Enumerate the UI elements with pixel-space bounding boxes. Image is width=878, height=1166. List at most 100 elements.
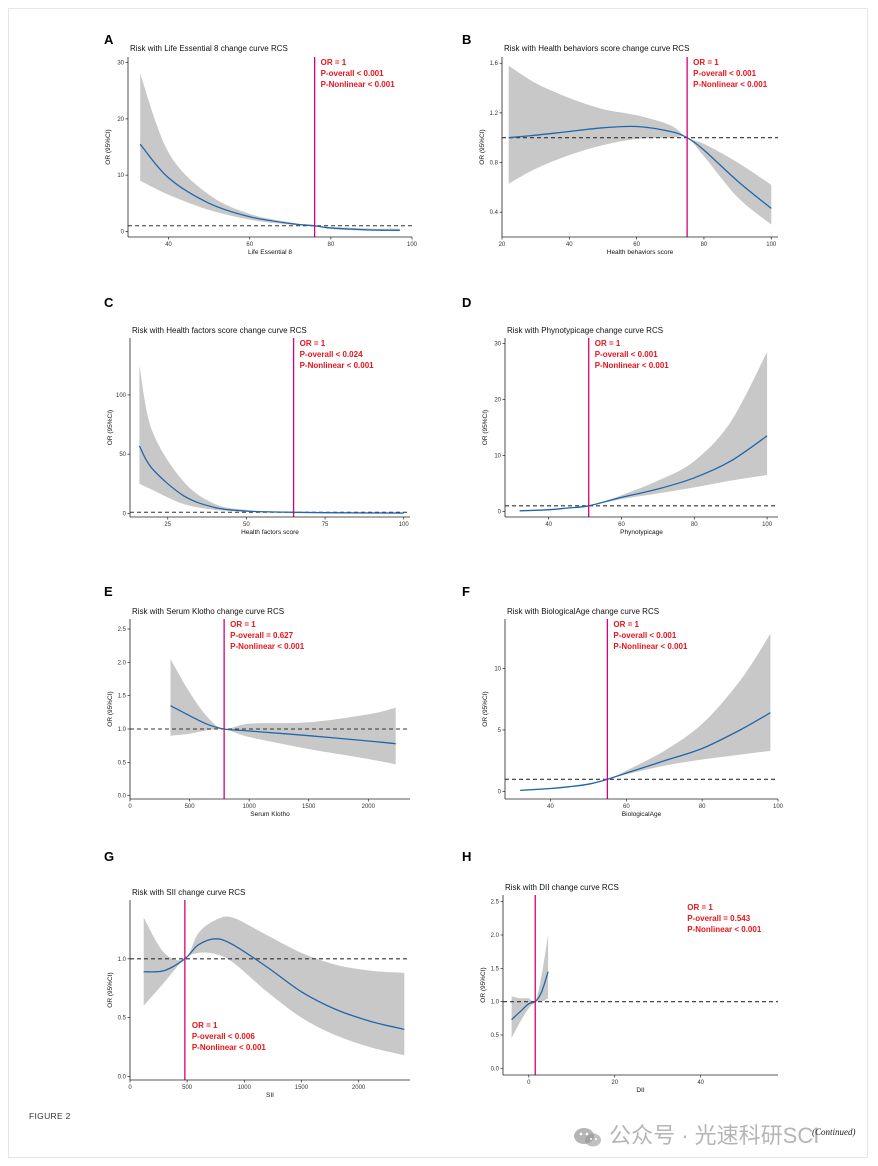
page-frame bbox=[8, 8, 868, 1158]
chart-title-b: Risk with Health behaviors score change … bbox=[504, 44, 689, 53]
x-tick-label-d: 60 bbox=[618, 522, 625, 528]
x-tick-label-g: 500 bbox=[182, 1085, 193, 1091]
x-tick-label-b: 80 bbox=[701, 242, 708, 248]
stat-line-c: P-Nonlinear < 0.001 bbox=[300, 361, 375, 370]
y-axis-label-e: OR (95%CI) bbox=[107, 691, 114, 726]
x-tick-label-g: 0 bbox=[128, 1085, 132, 1091]
x-tick-label-e: 2000 bbox=[362, 804, 376, 810]
y-axis-label-c: OR (95%CI) bbox=[107, 410, 114, 445]
stat-line-g: OR = 1 bbox=[192, 1021, 218, 1030]
x-tick-label-a: 80 bbox=[328, 242, 335, 248]
x-tick-label-d: 100 bbox=[762, 522, 773, 528]
y-tick-label-h: 0.5 bbox=[491, 1033, 500, 1039]
y-tick-label-e: 2.5 bbox=[118, 627, 127, 633]
rcs-curve-g bbox=[143, 938, 405, 1031]
y-tick-label-e: 0.5 bbox=[118, 760, 127, 766]
y-tick-label-h: 2.5 bbox=[491, 900, 500, 906]
panel-letter-c: C bbox=[104, 295, 114, 310]
ci-band-h bbox=[511, 935, 549, 1039]
y-tick-label-c: 100 bbox=[116, 393, 127, 399]
rcs-curve-b bbox=[508, 125, 772, 209]
x-tick-label-b: 60 bbox=[633, 242, 640, 248]
panel-letter-d: D bbox=[462, 295, 471, 310]
stat-line-g: P-Nonlinear < 0.001 bbox=[192, 1043, 267, 1052]
stat-line-d: OR = 1 bbox=[595, 339, 621, 348]
panel-b: B Risk with Health behaviors score change… bbox=[462, 32, 778, 256]
x-tick-label-c: 75 bbox=[322, 522, 329, 528]
x-axis-label-b: Health behaviors score bbox=[607, 249, 674, 256]
stat-line-d: P-Nonlinear < 0.001 bbox=[595, 361, 670, 370]
x-tick-label-c: 100 bbox=[399, 522, 410, 528]
stat-line-b: P-overall < 0.001 bbox=[693, 69, 756, 78]
ci-band-e bbox=[170, 659, 396, 765]
y-tick-label-d: 20 bbox=[494, 398, 501, 404]
wechat-icon bbox=[574, 1128, 601, 1147]
stat-line-e: OR = 1 bbox=[230, 620, 256, 629]
x-axis-label-d: Phynotypicage bbox=[620, 529, 663, 536]
panel-h: H Risk with DII change curve RCS 0 20 40 0.0 0… bbox=[462, 849, 778, 1094]
ci-band-d bbox=[519, 352, 768, 512]
rcs-curve-a bbox=[139, 143, 400, 231]
rcs-curve-h bbox=[511, 971, 549, 1021]
y-tick-label-f: 10 bbox=[494, 666, 501, 672]
y-tick-label-e: 1.0 bbox=[118, 727, 127, 733]
x-tick-label-a: 100 bbox=[407, 242, 418, 248]
panel-letter-g: G bbox=[104, 849, 114, 864]
figure-label: FIGURE 2 bbox=[29, 1111, 71, 1121]
x-tick-label-c: 25 bbox=[164, 522, 171, 528]
ci-band-a bbox=[140, 73, 400, 232]
x-tick-label-e: 1000 bbox=[242, 804, 256, 810]
stat-line-d: P-overall < 0.001 bbox=[595, 350, 658, 359]
y-tick-label-h: 2.0 bbox=[491, 933, 500, 939]
y-tick-label-e: 1.5 bbox=[118, 694, 127, 700]
y-tick-label-b: 0.4 bbox=[490, 210, 499, 216]
x-tick-label-c: 50 bbox=[243, 522, 250, 528]
y-axis-label-f: OR (95%CI) bbox=[482, 691, 489, 726]
chart-title-e: Risk with Serum Klotho change curve RCS bbox=[132, 607, 284, 616]
continued-note: (Continued) bbox=[812, 1127, 856, 1137]
stat-line-c: OR = 1 bbox=[300, 339, 326, 348]
x-tick-label-d: 40 bbox=[545, 522, 552, 528]
y-tick-label-b: 1.2 bbox=[490, 111, 499, 117]
panel-d: D Risk with Phynotypicage change curve RC… bbox=[462, 295, 778, 536]
x-tick-label-a: 40 bbox=[165, 242, 172, 248]
x-tick-label-e: 0 bbox=[128, 804, 132, 810]
y-tick-label-d: 0 bbox=[498, 509, 502, 515]
panel-e: E Risk with Serum Klotho change curve RCS… bbox=[104, 584, 410, 818]
stat-line-f: P-overall < 0.001 bbox=[613, 631, 676, 640]
x-tick-label-h: 40 bbox=[697, 1080, 704, 1086]
panel-f: F Risk with BiologicalAge change curve RC… bbox=[462, 584, 784, 818]
y-tick-label-b: 0.8 bbox=[490, 161, 499, 167]
rcs-curve-c bbox=[138, 445, 404, 514]
stat-line-f: OR = 1 bbox=[613, 620, 639, 629]
panel-letter-h: H bbox=[462, 849, 471, 864]
ci-band-b bbox=[508, 65, 772, 225]
stat-line-e: P-Nonlinear < 0.001 bbox=[230, 642, 305, 651]
x-tick-label-e: 1500 bbox=[302, 804, 316, 810]
panel-letter-f: F bbox=[462, 584, 470, 599]
panel-g: G Risk with SII change curve RCS 0 500 1000 1… bbox=[104, 849, 410, 1099]
y-tick-label-b: 1.6 bbox=[490, 61, 499, 67]
x-tick-label-f: 60 bbox=[623, 804, 630, 810]
y-tick-label-f: 5 bbox=[498, 728, 502, 734]
x-tick-label-g: 1500 bbox=[295, 1085, 309, 1091]
y-tick-label-g: 0.0 bbox=[118, 1074, 127, 1080]
x-tick-label-b: 20 bbox=[499, 242, 506, 248]
y-axis-label-b: OR (95%CI) bbox=[479, 129, 486, 164]
x-tick-label-g: 2000 bbox=[352, 1085, 366, 1091]
chart-title-g: Risk with SII change curve RCS bbox=[132, 888, 245, 897]
chart-title-c: Risk with Health factors score change cu… bbox=[132, 326, 307, 335]
x-tick-label-h: 0 bbox=[527, 1080, 531, 1086]
y-tick-label-e: 2.0 bbox=[118, 660, 127, 666]
x-axis-label-g: SII bbox=[266, 1092, 274, 1099]
y-tick-label-g: 0.5 bbox=[118, 1016, 127, 1022]
stat-line-a: P-Nonlinear < 0.001 bbox=[321, 80, 396, 89]
x-tick-label-e: 500 bbox=[185, 804, 196, 810]
stat-line-a: P-overall < 0.001 bbox=[321, 69, 384, 78]
y-tick-label-a: 30 bbox=[117, 61, 124, 67]
chart-title-h: Risk with DII change curve RCS bbox=[505, 883, 619, 892]
y-tick-label-a: 10 bbox=[117, 173, 124, 179]
y-tick-label-d: 10 bbox=[494, 453, 501, 459]
x-tick-label-h: 20 bbox=[611, 1080, 618, 1086]
y-tick-label-a: 0 bbox=[121, 229, 125, 235]
